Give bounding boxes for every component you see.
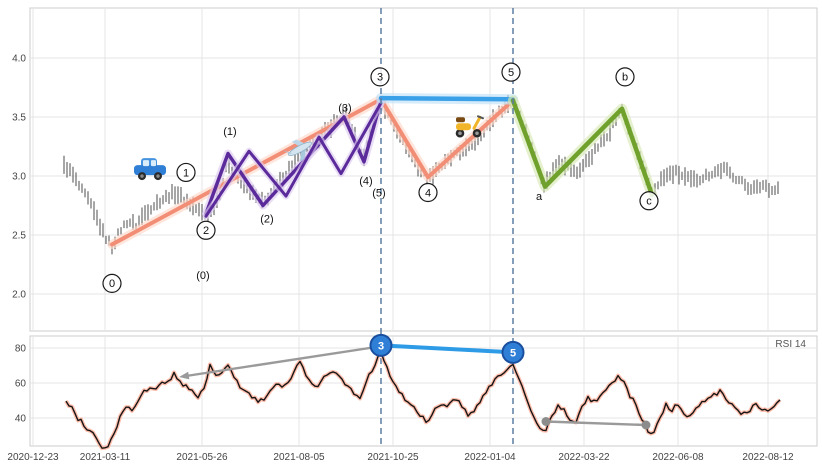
rsi-marker-5: 5 — [501, 340, 525, 364]
wave-label-5: 5 — [508, 67, 514, 79]
wave-label-1: 1 — [183, 167, 189, 179]
wave-label-c: c — [646, 196, 652, 208]
svg-text:60: 60 — [15, 379, 27, 390]
rsi-divergence-segment — [541, 417, 651, 430]
wave-line-flat-blue — [375, 92, 519, 105]
svg-text:5: 5 — [510, 347, 516, 359]
svg-text:40: 40 — [15, 414, 27, 425]
svg-text:3: 3 — [378, 340, 384, 352]
wave-label-circle — [102, 273, 122, 293]
wave-label-circle — [639, 191, 659, 211]
scooter-icon — [455, 115, 484, 138]
rsi-marker-connector — [379, 343, 515, 355]
wave-line-subwave-purple-2 — [202, 99, 385, 220]
wave-line-impulse-salmon — [107, 94, 518, 250]
svg-text:4.0: 4.0 — [12, 54, 26, 65]
wave-label-b: b — [622, 72, 628, 84]
wave-label-circle — [418, 182, 438, 203]
svg-text:2.0: 2.0 — [12, 290, 26, 301]
wave-label-(5): (5) — [372, 187, 385, 199]
rsi-line — [64, 349, 782, 451]
car-icon — [134, 158, 166, 181]
wave-label-0: 0 — [109, 278, 115, 290]
wave-label-a: a — [536, 191, 543, 203]
svg-text:3.5: 3.5 — [12, 113, 26, 124]
rsi-legend: RSI 14 — [775, 339, 806, 350]
svg-text:2022-06-08: 2022-06-08 — [652, 452, 704, 463]
wave-label-circle — [615, 67, 635, 87]
wave-label-(3): (3) — [338, 102, 351, 114]
wave-label-(1): (1) — [223, 126, 236, 138]
wave-label-(2): (2) — [260, 213, 273, 225]
svg-text:2022-03-22: 2022-03-22 — [558, 452, 610, 463]
svg-text:2.5: 2.5 — [12, 231, 26, 242]
wave-label-2: 2 — [203, 225, 209, 237]
svg-text:2020-12-23: 2020-12-23 — [7, 452, 59, 463]
wave-label-circle — [501, 62, 521, 82]
airplane-icon — [282, 139, 312, 162]
wave-label-circle — [196, 220, 216, 240]
wave-label-(4): (4) — [359, 176, 372, 188]
rsi-marker-3: 3 — [369, 333, 393, 357]
wave-label-(0): (0) — [196, 270, 209, 282]
wave-label-circle — [176, 162, 196, 183]
wave-label-3: 3 — [377, 72, 383, 84]
svg-text:2021-03-11: 2021-03-11 — [80, 452, 131, 463]
wave-label-4: 4 — [425, 187, 431, 199]
svg-text:2021-10-25: 2021-10-25 — [367, 452, 419, 463]
svg-text:2021-05-26: 2021-05-26 — [176, 452, 228, 463]
svg-text:2022-08-12: 2022-08-12 — [742, 452, 794, 463]
svg-text:3.0: 3.0 — [12, 172, 26, 183]
rsi-panel[interactable] — [29, 335, 818, 447]
svg-text:2022-01-04: 2022-01-04 — [464, 452, 516, 463]
svg-text:80: 80 — [15, 344, 27, 355]
svg-text:2021-08-05: 2021-08-05 — [273, 452, 325, 463]
wave-label-circle — [370, 67, 390, 87]
wave-labels: 0 (0) 1 (1) 2 (2) (3) 3 (4)(5) 4 5 a b c — [102, 62, 659, 293]
wave-line-correction-green — [507, 95, 658, 201]
rsi-divergence-arrow — [179, 345, 382, 380]
